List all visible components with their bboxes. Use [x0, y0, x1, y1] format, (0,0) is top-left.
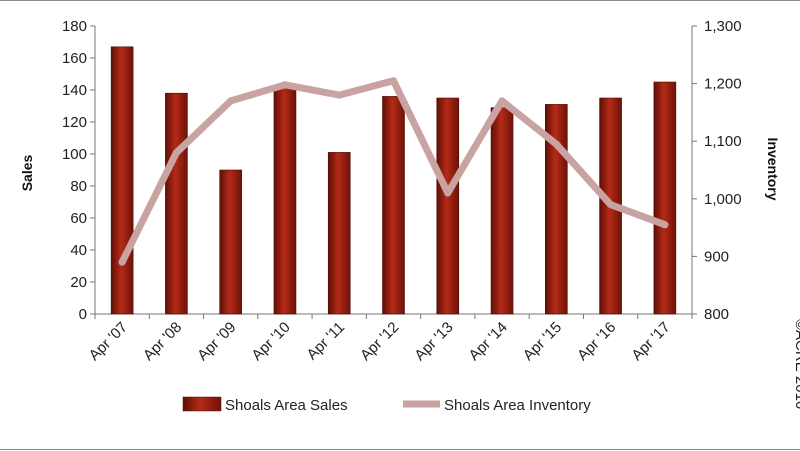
category-label: Apr '10: [248, 319, 293, 364]
inventory-point: [498, 97, 506, 105]
inventory-point: [390, 77, 397, 85]
plot-area: 0 20 40 60 80 100 120 140 160 180 800 900 1,000 1,100…: [62, 18, 742, 364]
category-label: Apr '13: [411, 319, 456, 364]
left-tick-label: 60: [70, 210, 87, 227]
category-label: Apr '14: [466, 319, 511, 364]
inventory-point: [172, 149, 180, 157]
category-label: Apr '12: [357, 319, 402, 364]
left-tick-label: 40: [70, 242, 87, 259]
bar: [490, 107, 514, 315]
copyright-annotation: ©ACRE 2016: [792, 319, 800, 409]
left-tick-label: 100: [62, 146, 87, 163]
left-tick-label: 180: [62, 18, 87, 35]
inventory-point: [281, 81, 289, 89]
bar: [653, 81, 677, 315]
category-label: Apr '09: [194, 319, 239, 364]
left-tick-label: 140: [62, 82, 87, 99]
bar: [382, 96, 405, 315]
right-tick-label: 1,000: [704, 191, 742, 208]
legend-swatch-sales: [182, 396, 222, 412]
inventory-point: [552, 140, 560, 148]
left-tick-label: 20: [70, 274, 87, 291]
right-tick-label: 800: [704, 306, 729, 323]
bar: [165, 92, 188, 315]
right-axis-title: Inventory: [765, 137, 781, 200]
left-axis-title: Sales: [19, 154, 35, 191]
bar: [327, 152, 351, 315]
inventory-point: [227, 97, 235, 105]
legend: Shoals Area Sales Shoals Area Inventory: [182, 396, 591, 414]
category-label: Apr '16: [574, 319, 619, 364]
left-tick-label: 80: [70, 178, 87, 195]
category-label: Apr '15: [520, 319, 565, 364]
right-tick-label: 1,100: [704, 133, 742, 150]
inventory-point: [335, 91, 343, 99]
left-tick-label: 0: [79, 306, 87, 323]
bar: [436, 97, 460, 315]
inventory-point: [661, 221, 669, 229]
inventory-point: [444, 189, 452, 197]
category-label: Apr '07: [86, 319, 131, 364]
inventory-point: [607, 201, 615, 209]
legend-label-sales: Shoals Area Sales: [225, 397, 348, 414]
category-label: Apr '08: [140, 319, 185, 364]
bar: [219, 169, 242, 315]
category-label: Apr '11: [304, 319, 349, 364]
legend-label-inventory: Shoals Area Inventory: [444, 397, 591, 414]
bar: [545, 104, 568, 315]
inventory-point: [118, 258, 126, 266]
left-tick-label: 120: [62, 114, 87, 131]
bar: [273, 86, 297, 315]
right-tick-label: 900: [704, 248, 729, 265]
right-tick-label: 1,200: [704, 76, 742, 93]
bar: [110, 46, 134, 315]
category-label: Apr '17: [628, 319, 673, 364]
left-tick-label: 160: [62, 50, 87, 67]
right-tick-label: 1,300: [704, 18, 742, 35]
